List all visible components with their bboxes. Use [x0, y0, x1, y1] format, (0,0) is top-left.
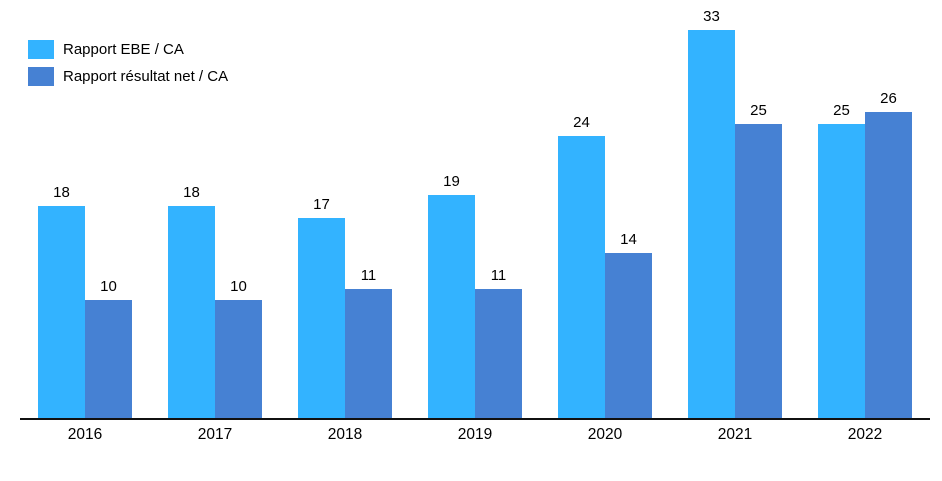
bar-2018-series-1: 17	[298, 196, 345, 418]
plot-area: 18 10 18 10 17 11 19 11 24 14 33 25 25 26	[20, 8, 930, 420]
bar-2016-series-1: 18	[38, 184, 85, 418]
bar-value-label: 25	[750, 102, 767, 119]
bar-2017-series-2: 10	[215, 278, 262, 418]
bar-group-2016: 18 10	[38, 184, 132, 418]
bar-group-2017: 18 10	[168, 184, 262, 418]
bar-value-label: 11	[490, 267, 507, 284]
legend-item-resultat-net: Rapport résultat net / CA	[28, 67, 228, 86]
bar-value-label: 26	[880, 90, 897, 107]
chart-legend: Rapport EBE / CA Rapport résultat net / …	[28, 40, 228, 86]
x-axis-label-2019: 2019	[457, 426, 493, 443]
bar-2022-series-2: 26	[865, 90, 912, 418]
bar-2022-series-1: 25	[818, 102, 865, 418]
bar-value-label: 18	[53, 184, 70, 201]
bar-value-label: 14	[620, 231, 637, 248]
x-axis-labels: 2016 2017 2018 2019 2020 2021 2022	[0, 426, 942, 450]
bar-group-2018: 17 11	[298, 196, 392, 418]
bar-group-2019: 19 11	[428, 173, 522, 418]
x-axis-label-2020: 2020	[587, 426, 623, 443]
bar-group-2020: 24 14	[558, 114, 652, 418]
bar-value-label: 11	[360, 267, 377, 284]
bar-2018-series-2: 11	[345, 267, 392, 418]
x-axis-label-2021: 2021	[717, 426, 753, 443]
bar-2020-series-1: 24	[558, 114, 605, 418]
bar-2021-series-1: 33	[688, 8, 735, 418]
legend-swatch-resultat-net	[28, 67, 54, 86]
legend-label-ebe: Rapport EBE / CA	[63, 41, 184, 58]
x-axis-label-2022: 2022	[847, 426, 883, 443]
bar-value-label: 17	[313, 196, 330, 213]
bar-2020-series-2: 14	[605, 231, 652, 418]
x-axis-label-2016: 2016	[67, 426, 103, 443]
bar-2016-series-2: 10	[85, 278, 132, 418]
legend-swatch-ebe	[28, 40, 54, 59]
bar-value-label: 33	[703, 8, 720, 25]
bar-value-label: 24	[573, 114, 590, 131]
bar-value-label: 25	[833, 102, 850, 119]
bar-group-2022: 25 26	[818, 90, 912, 418]
x-axis-label-2017: 2017	[197, 426, 233, 443]
bar-2021-series-2: 25	[735, 102, 782, 418]
legend-item-ebe: Rapport EBE / CA	[28, 40, 228, 59]
bar-2019-series-1: 19	[428, 173, 475, 418]
bar-value-label: 10	[100, 278, 117, 295]
x-axis-label-2018: 2018	[327, 426, 363, 443]
bar-value-label: 18	[183, 184, 200, 201]
bar-group-2021: 33 25	[688, 8, 782, 418]
bar-value-label: 19	[443, 173, 460, 190]
bar-value-label: 10	[230, 278, 247, 295]
bar-2017-series-1: 18	[168, 184, 215, 418]
x-axis-line	[20, 418, 930, 420]
bar-2019-series-2: 11	[475, 267, 522, 418]
legend-label-resultat-net: Rapport résultat net / CA	[63, 68, 229, 85]
